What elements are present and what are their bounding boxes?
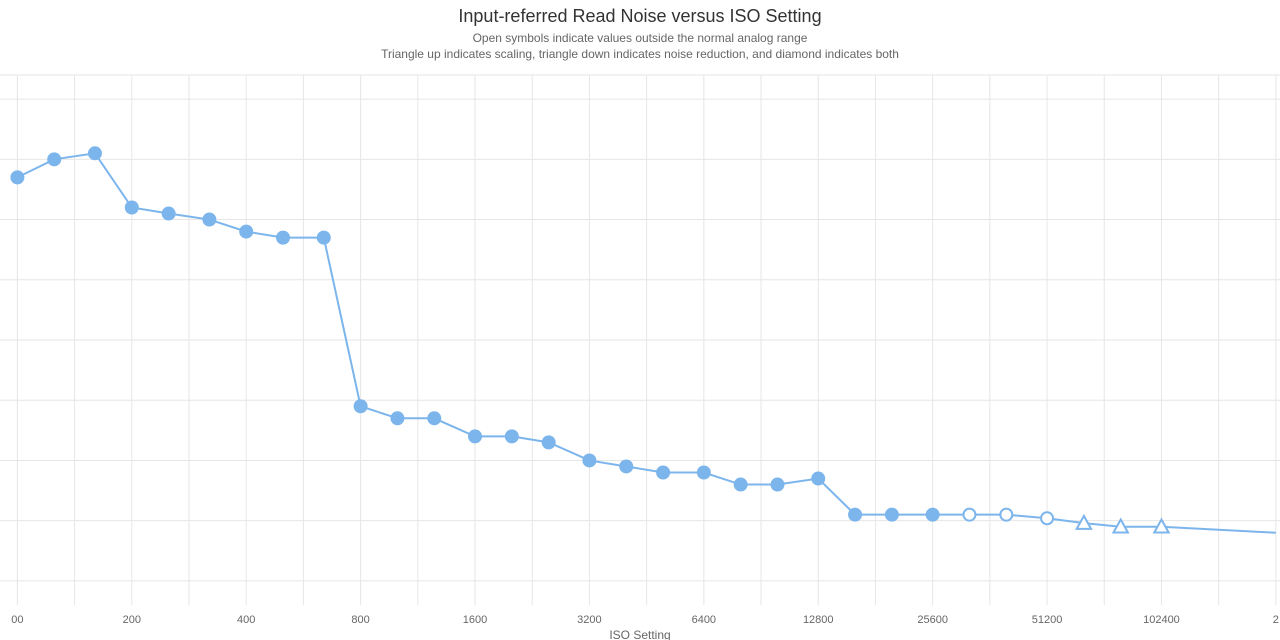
chart-subtitle-1: Open symbols indicate values outside the…	[473, 31, 808, 45]
marker-circle[interactable]	[48, 153, 60, 165]
x-tick-label: 3200	[577, 614, 601, 626]
marker-circle[interactable]	[11, 171, 23, 183]
marker-circle[interactable]	[657, 467, 669, 479]
x-tick-label: 2	[1273, 614, 1279, 626]
marker-circle[interactable]	[89, 147, 101, 159]
marker-circle[interactable]	[355, 400, 367, 412]
marker-circle[interactable]	[1041, 512, 1053, 524]
x-tick-label: 1600	[463, 614, 487, 626]
x-tick-label: 200	[123, 614, 141, 626]
marker-circle[interactable]	[1000, 509, 1012, 521]
marker-circle[interactable]	[391, 412, 403, 424]
marker-circle[interactable]	[812, 473, 824, 485]
marker-circle[interactable]	[126, 202, 138, 214]
marker-circle[interactable]	[886, 509, 898, 521]
marker-circle[interactable]	[927, 509, 939, 521]
x-tick-label: 102400	[1143, 614, 1180, 626]
x-tick-label: 00	[11, 614, 23, 626]
marker-circle[interactable]	[277, 232, 289, 244]
x-tick-label: 6400	[692, 614, 716, 626]
x-tick-label: 400	[237, 614, 255, 626]
marker-circle[interactable]	[163, 208, 175, 220]
x-tick-label: 51200	[1032, 614, 1063, 626]
marker-circle[interactable]	[318, 232, 330, 244]
marker-circle[interactable]	[771, 479, 783, 491]
marker-circle[interactable]	[963, 509, 975, 521]
marker-circle[interactable]	[620, 460, 632, 472]
x-tick-label: 800	[351, 614, 369, 626]
marker-circle[interactable]	[203, 214, 215, 226]
marker-circle[interactable]	[735, 479, 747, 491]
x-axis: 00 200 400 800 1600 3200 6400 12800 25600 51200 10…	[11, 614, 1279, 626]
x-tick-label: 12800	[803, 614, 834, 626]
marker-circle[interactable]	[543, 436, 555, 448]
marker-circle[interactable]	[428, 412, 440, 424]
marker-circle[interactable]	[583, 454, 595, 466]
marker-circle[interactable]	[240, 226, 252, 238]
x-axis-title: ISO Setting	[609, 628, 670, 640]
x-tick-label: 25600	[917, 614, 948, 626]
marker-circle[interactable]	[849, 509, 861, 521]
chart-title: Input-referred Read Noise versus ISO Set…	[458, 6, 821, 26]
marker-circle[interactable]	[698, 467, 710, 479]
marker-circle[interactable]	[469, 430, 481, 442]
chart-subtitle-2: Triangle up indicates scaling, triangle …	[381, 47, 899, 61]
chart-container: Input-referred Read Noise versus ISO Set…	[0, 0, 1280, 640]
chart-svg: Input-referred Read Noise versus ISO Set…	[0, 0, 1280, 640]
marker-circle[interactable]	[506, 430, 518, 442]
